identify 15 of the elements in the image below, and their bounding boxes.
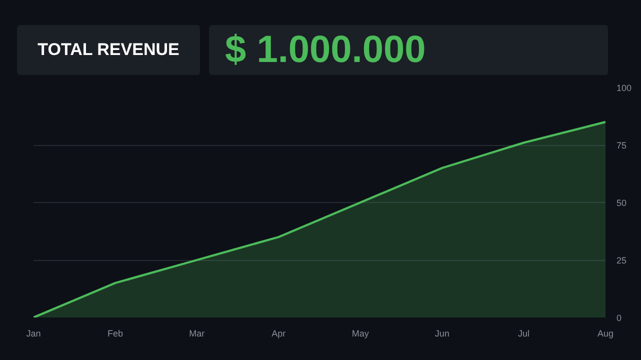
x-tick-label: Jun	[434, 328, 450, 338]
y-tick-label: 25	[616, 256, 627, 266]
y-tick-label: 100	[616, 83, 632, 93]
y-tick-label: 0	[616, 313, 622, 323]
y-tick-label: 50	[616, 198, 627, 208]
x-tick-label: Jul	[518, 328, 530, 338]
y-tick-label: 75	[616, 140, 627, 150]
chart-subtitle: $ 1.000.000	[225, 28, 426, 73]
x-tick-label: May	[352, 328, 370, 338]
x-tick-label: Jan	[26, 328, 41, 338]
x-tick-label: Apr	[272, 328, 286, 338]
x-tick-label: Aug	[597, 328, 614, 338]
x-tick-label: Feb	[107, 328, 123, 338]
chart-title: TOTAL REVENUE	[38, 38, 180, 61]
x-tick-label: Mar	[189, 328, 205, 338]
